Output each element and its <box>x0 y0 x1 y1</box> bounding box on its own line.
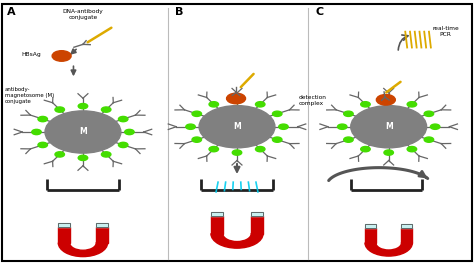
Bar <box>211 212 223 216</box>
Text: A: A <box>7 7 16 17</box>
Circle shape <box>344 111 353 116</box>
Circle shape <box>384 150 393 155</box>
Circle shape <box>407 147 417 152</box>
Wedge shape <box>58 243 108 257</box>
Circle shape <box>101 107 111 112</box>
Circle shape <box>255 147 265 152</box>
Wedge shape <box>211 234 263 248</box>
Text: M: M <box>79 128 87 136</box>
Bar <box>401 224 412 228</box>
Bar <box>96 223 108 227</box>
Bar <box>251 212 263 216</box>
Circle shape <box>361 102 370 107</box>
Bar <box>58 223 70 227</box>
Bar <box>365 228 376 243</box>
Circle shape <box>273 111 282 116</box>
Circle shape <box>186 124 195 129</box>
Text: HBsAg: HBsAg <box>21 53 41 57</box>
Circle shape <box>78 155 88 161</box>
Circle shape <box>118 142 128 148</box>
Circle shape <box>125 129 134 135</box>
Circle shape <box>255 102 265 107</box>
Circle shape <box>351 106 427 148</box>
Circle shape <box>337 124 347 129</box>
Circle shape <box>118 116 128 122</box>
Circle shape <box>55 107 64 112</box>
Text: detection
complex: detection complex <box>299 95 327 106</box>
Bar <box>401 228 412 243</box>
Circle shape <box>38 142 47 148</box>
Bar <box>251 216 263 234</box>
Text: DNA-antibody
conjugate: DNA-antibody conjugate <box>63 9 103 20</box>
Circle shape <box>38 116 47 122</box>
Circle shape <box>424 111 434 116</box>
Circle shape <box>424 137 434 142</box>
Circle shape <box>192 111 201 116</box>
Bar <box>211 216 223 234</box>
Bar <box>365 224 376 228</box>
Circle shape <box>209 102 219 107</box>
Circle shape <box>32 129 41 135</box>
Circle shape <box>376 95 395 105</box>
Circle shape <box>407 102 417 107</box>
Circle shape <box>55 152 64 157</box>
Circle shape <box>384 98 393 103</box>
Bar <box>251 212 263 216</box>
Bar <box>401 224 412 228</box>
Circle shape <box>232 150 242 155</box>
Circle shape <box>199 106 275 148</box>
Text: B: B <box>175 7 184 17</box>
Circle shape <box>45 111 121 153</box>
Circle shape <box>273 137 282 142</box>
Circle shape <box>279 124 288 129</box>
Bar <box>96 223 108 227</box>
Text: C: C <box>315 7 323 17</box>
Circle shape <box>78 103 88 109</box>
Wedge shape <box>365 243 412 256</box>
Bar <box>365 224 376 228</box>
Circle shape <box>344 137 353 142</box>
Circle shape <box>52 51 71 61</box>
Bar <box>58 227 70 243</box>
Circle shape <box>430 124 440 129</box>
Text: M: M <box>385 122 392 131</box>
Text: antibody-
magnetosome (M)
conjugate: antibody- magnetosome (M) conjugate <box>5 87 54 104</box>
Circle shape <box>101 152 111 157</box>
Circle shape <box>192 137 201 142</box>
Circle shape <box>209 147 219 152</box>
Bar <box>211 212 223 216</box>
Circle shape <box>232 98 242 103</box>
Text: M: M <box>233 122 241 131</box>
Circle shape <box>227 93 246 104</box>
Text: real-time
PCR: real-time PCR <box>432 26 459 37</box>
Bar <box>96 227 108 243</box>
Circle shape <box>361 147 370 152</box>
Bar <box>58 223 70 227</box>
